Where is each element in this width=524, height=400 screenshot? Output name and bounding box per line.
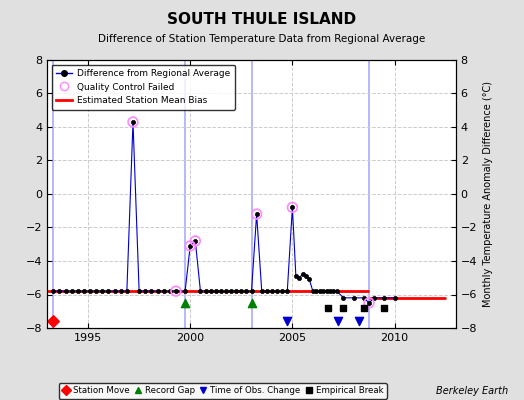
Point (172, 288, 180, 294)
Text: Difference of Station Temperature Data from Regional Average: Difference of Station Temperature Data f… (99, 34, 425, 44)
Point (283, 318, 291, 324)
Point (247, 300, 256, 306)
Point (380, 305, 389, 311)
Point (253, 211, 261, 217)
Text: Berkeley Earth: Berkeley Earth (436, 386, 508, 396)
Point (340, 305, 348, 311)
Legend: Station Move, Record Gap, Time of Obs. Change, Empirical Break: Station Move, Record Gap, Time of Obs. C… (59, 383, 387, 399)
Point (49, 318, 58, 324)
Point (191, 238, 200, 244)
Point (334, 318, 343, 324)
Y-axis label: Monthly Temperature Anomaly Difference (°C): Monthly Temperature Anomaly Difference (… (483, 81, 493, 307)
Point (288, 204, 297, 210)
Point (365, 300, 373, 306)
Point (129, 119, 137, 125)
Point (181, 300, 189, 306)
Text: SOUTH THULE ISLAND: SOUTH THULE ISLAND (168, 12, 356, 27)
Point (360, 305, 368, 311)
Point (324, 305, 332, 311)
Point (186, 243, 194, 249)
Point (355, 318, 363, 324)
